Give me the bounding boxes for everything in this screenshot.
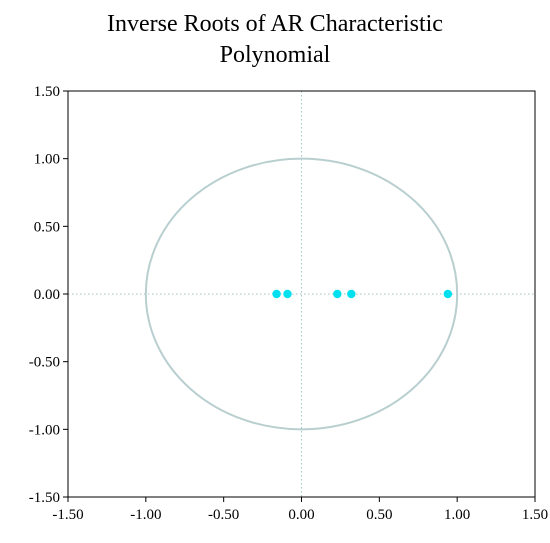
x-tick-label-6: 1.50 (522, 507, 548, 523)
root-point-3 (347, 289, 356, 299)
y-tick-label-5: 1.00 (34, 152, 60, 168)
unit-circle (144, 157, 459, 431)
x-tick-label-3: 0.00 (288, 507, 314, 523)
y-tick-label-6: 1.50 (34, 84, 60, 100)
y-tick-label-0: -1.50 (29, 490, 60, 506)
root-point-4 (443, 289, 453, 299)
x-tick-label-5: 1.00 (444, 507, 470, 523)
plot-area: -1.50 -1.00 -0.50 0.00 0.50 1.00 1.50 -1.50 -1.0… (29, 84, 548, 523)
root-point-1 (283, 289, 292, 299)
x-tick-label-4: 0.50 (366, 507, 392, 523)
x-tick-label-0: -1.50 (52, 507, 83, 523)
root-point-2 (333, 289, 342, 299)
x-tick-label-2: -0.50 (208, 507, 239, 523)
root-point-0 (272, 289, 281, 299)
x-tick-label-1: -1.00 (130, 507, 161, 523)
chart-title-line-2: Polynomial (220, 42, 331, 68)
y-tick-label-4: 0.50 (34, 219, 60, 235)
y-tick-label-3: 0.00 (34, 287, 60, 303)
y-tick-label-1: -1.00 (29, 422, 60, 438)
y-tick-label-2: -0.50 (29, 355, 60, 371)
chart-title-line-1: Inverse Roots of AR Characteristic (107, 11, 443, 37)
